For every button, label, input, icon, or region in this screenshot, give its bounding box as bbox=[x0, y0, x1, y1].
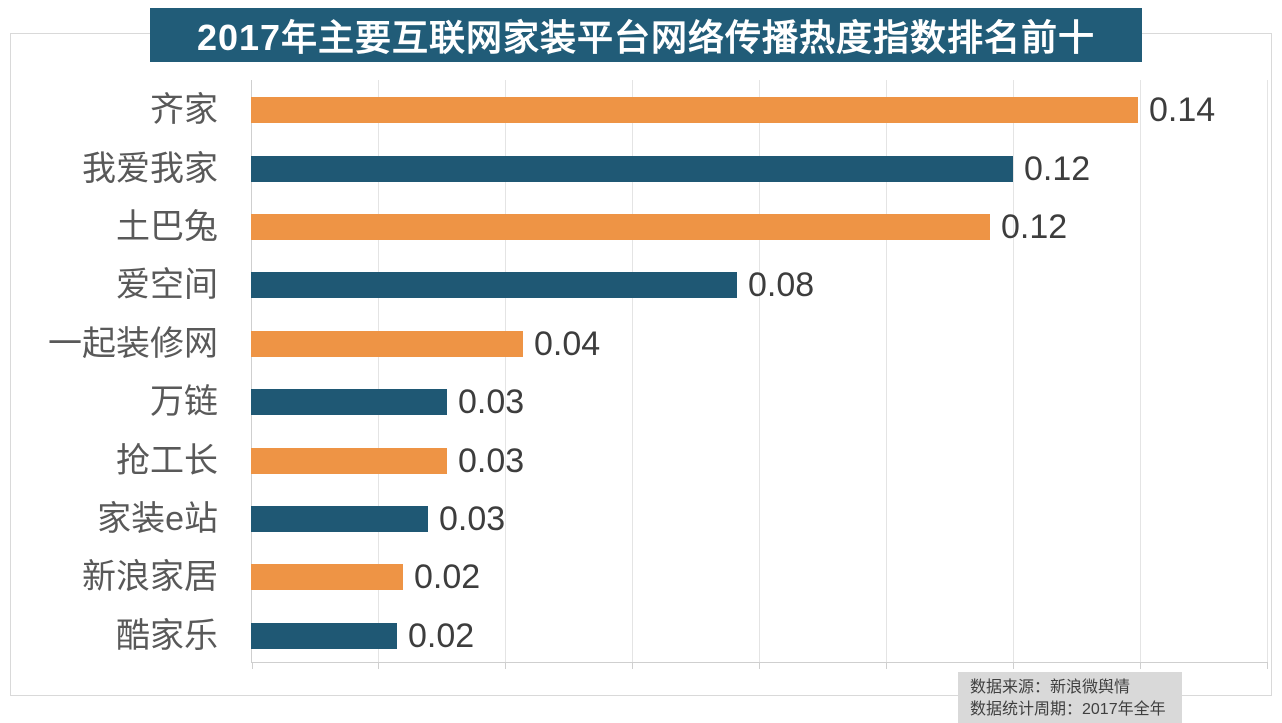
chart-title-banner: 2017年主要互联网家装平台网络传播热度指数排名前十 bbox=[150, 8, 1142, 62]
bar-row: 我爱我家 0.12 bbox=[0, 139, 1282, 197]
x-gridline bbox=[505, 80, 506, 662]
bar-row: 爱空间 0.08 bbox=[0, 256, 1282, 314]
plot-area bbox=[251, 80, 1268, 669]
value-label: 0.03 bbox=[458, 383, 525, 422]
value-label: 0.03 bbox=[458, 441, 525, 480]
bar-row: 齐家 0.14 bbox=[0, 81, 1282, 139]
category-label: 新浪家居 bbox=[82, 558, 218, 597]
x-axis-tick bbox=[378, 663, 379, 669]
x-gridline bbox=[759, 80, 760, 662]
x-axis-tick bbox=[252, 663, 253, 669]
bar bbox=[251, 214, 990, 241]
bar bbox=[251, 330, 523, 357]
x-gridline bbox=[1267, 80, 1268, 662]
value-label: 0.04 bbox=[534, 324, 601, 363]
value-label: 0.08 bbox=[748, 266, 815, 305]
bar bbox=[251, 447, 447, 474]
x-gridline bbox=[1013, 80, 1014, 662]
x-axis-tick bbox=[759, 663, 760, 669]
x-axis-tick bbox=[886, 663, 887, 669]
category-label: 一起装修网 bbox=[48, 324, 218, 363]
bar-row: 家装e站 0.03 bbox=[0, 490, 1282, 548]
source-note-box: 数据来源：新浪微舆情 数据统计周期：2017年全年 bbox=[958, 672, 1182, 723]
category-label: 我爱我家 bbox=[82, 149, 218, 188]
bar bbox=[251, 506, 428, 533]
chart-title: 2017年主要互联网家装平台网络传播热度指数排名前十 bbox=[196, 17, 1096, 58]
x-axis-tick bbox=[1140, 663, 1141, 669]
x-gridline bbox=[1140, 80, 1141, 662]
x-axis-tick bbox=[632, 663, 633, 669]
bar-row: 抢工长 0.03 bbox=[0, 431, 1282, 489]
category-label: 酷家乐 bbox=[116, 616, 218, 655]
x-gridline bbox=[886, 80, 887, 662]
category-label: 家装e站 bbox=[97, 500, 218, 539]
bar-row: 土巴兔 0.12 bbox=[0, 198, 1282, 256]
x-gridline bbox=[378, 80, 379, 662]
x-axis-tick bbox=[1013, 663, 1014, 669]
value-label: 0.02 bbox=[414, 558, 481, 597]
bar bbox=[251, 389, 447, 416]
x-axis-tick bbox=[505, 663, 506, 669]
bar-row: 万链 0.03 bbox=[0, 373, 1282, 431]
value-label: 0.12 bbox=[1001, 208, 1068, 247]
category-label: 齐家 bbox=[150, 91, 218, 130]
bar bbox=[251, 155, 1013, 182]
category-label: 抢工长 bbox=[116, 441, 218, 480]
bar bbox=[251, 272, 737, 299]
data-period-line: 数据统计周期：2017年全年 bbox=[970, 701, 1166, 718]
value-label: 0.03 bbox=[439, 500, 506, 539]
data-source-line: 数据来源：新浪微舆情 bbox=[970, 679, 1131, 696]
x-gridline bbox=[632, 80, 633, 662]
bar-rows: 齐家 0.14 我爱我家 0.12 土巴兔 0.12 爱空间 0.08 一起装修网 0.04 万链 0… bbox=[0, 81, 1282, 665]
bar bbox=[251, 622, 397, 649]
bar-row: 酷家乐 0.02 bbox=[0, 607, 1282, 665]
category-label: 土巴兔 bbox=[116, 208, 218, 247]
bar bbox=[251, 97, 1138, 124]
bar bbox=[251, 564, 403, 591]
category-label: 爱空间 bbox=[116, 266, 218, 305]
category-label: 万链 bbox=[150, 383, 218, 422]
value-label: 0.02 bbox=[408, 616, 475, 655]
x-axis-tick bbox=[1267, 663, 1268, 669]
bar-row: 新浪家居 0.02 bbox=[0, 548, 1282, 606]
bar-row: 一起装修网 0.04 bbox=[0, 315, 1282, 373]
value-label: 0.14 bbox=[1149, 91, 1216, 130]
value-label: 0.12 bbox=[1024, 149, 1091, 188]
